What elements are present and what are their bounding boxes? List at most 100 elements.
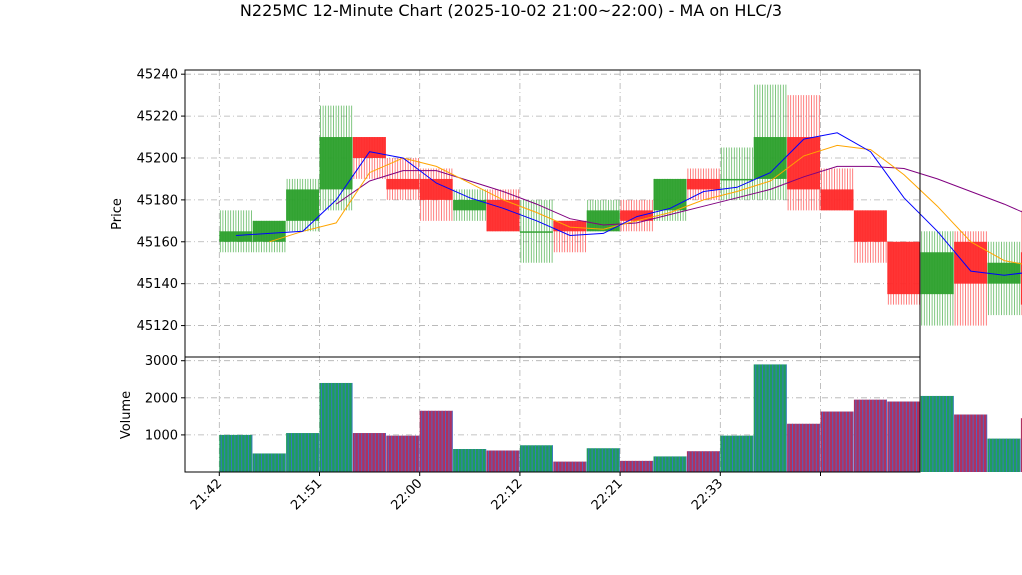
candle [987,241,1021,316]
volume-bar-fill [252,453,286,472]
volume-bar [419,410,453,472]
volume-bar [987,438,1021,472]
volume-bar [753,364,787,472]
volume-bar-fill [653,456,687,472]
volume-y-axis: 1000 2000 3000 [145,354,185,443]
candle [820,168,854,211]
volume-bars-layer [219,364,1022,472]
volume-bar-fill [453,449,487,472]
candle-body [620,210,654,221]
x-tick-label: 21:51 [288,476,325,513]
volume-bar-fill [486,450,520,472]
candle-body [319,137,353,190]
candle [853,210,887,263]
chart-title: N225MC 12-Minute Chart (2025-10-02 21:00… [240,1,782,20]
volume-bar [620,460,654,472]
moving-average-lines [235,132,1022,276]
volume-tick-label: 2000 [145,391,178,406]
price-y-axis: 45120 45140 45160 45180 45200 45220 45240 [137,68,185,334]
candle-body [820,189,854,211]
candle-body [1020,252,1022,305]
candle-body [352,137,386,158]
x-axis: 21:42 21:51 22:00 22:12 22:21 22:33 [188,472,821,513]
volume-tick-label: 3000 [145,354,178,369]
candle [252,220,286,253]
volume-bar [352,433,386,472]
volume-bar-fill [1020,418,1022,472]
x-tick-label: 22:00 [388,476,425,513]
candle-body [519,231,553,233]
volume-bar [653,456,687,472]
volume-bar [586,448,620,472]
volume-bar [787,423,821,472]
volume-axis-label: Volume [119,391,134,439]
volume-bar [887,401,921,472]
candle-body [753,137,787,179]
price-tick-label: 45120 [137,319,178,334]
volume-panel-frame [184,356,921,473]
volume-bar [519,445,553,472]
candle-body [386,178,420,190]
price-tick-label: 45200 [137,151,178,166]
volume-bar [219,434,253,472]
volume-bar-fill [553,461,587,472]
candle-body [920,252,954,295]
candle [386,157,420,200]
candle-body [286,189,320,221]
candle-body [887,241,921,295]
price-tick-label: 45180 [137,193,178,208]
volume-bar [252,453,286,472]
candle-body [686,178,720,190]
candle-body [987,262,1021,284]
candle-body [419,178,453,200]
x-tick-label: 22:12 [489,476,526,513]
x-tick-label: 21:42 [188,476,225,513]
candle [887,241,921,305]
price-tick-label: 45160 [137,235,178,250]
volume-bar-fill [620,460,654,472]
volume-bar [954,414,988,472]
candle-body [853,210,887,242]
ma-slow-line [335,165,1022,226]
candle [620,199,654,232]
price-tick-label: 45220 [137,110,178,125]
ma-mid-line [269,144,1022,265]
candle [486,189,520,232]
candle-body [720,178,754,181]
volume-bar [853,399,887,472]
volume-bar [720,435,754,472]
candle-body [453,199,487,211]
ma-fast-line [235,132,1022,276]
candle [753,84,787,200]
candle-body [586,210,620,232]
volume-bar [486,450,520,472]
candle [319,105,353,211]
candles-layer [219,84,1022,326]
volume-bar [1020,418,1022,472]
volume-bar [553,461,587,472]
candle-body [252,220,286,242]
candle-body [553,220,587,232]
volume-bar-fill [686,451,720,472]
volume-bar-fill [586,448,620,472]
candle [954,231,988,326]
volume-bar [319,382,353,472]
candle [419,168,453,221]
candle [286,178,320,232]
candle [686,168,720,200]
candle-body [653,178,687,211]
volume-bar [386,435,420,472]
volume-bar [286,433,320,472]
volume-bar [820,411,854,472]
candle-body [954,241,988,284]
candle [586,199,620,232]
price-tick-label: 45240 [137,68,178,83]
candle [920,231,954,326]
candle [453,189,487,221]
candle [219,210,253,253]
volume-tick-label: 1000 [145,428,178,443]
x-tick-label: 22:21 [589,476,626,513]
candle-body [219,231,253,242]
volume-bar [920,395,954,472]
